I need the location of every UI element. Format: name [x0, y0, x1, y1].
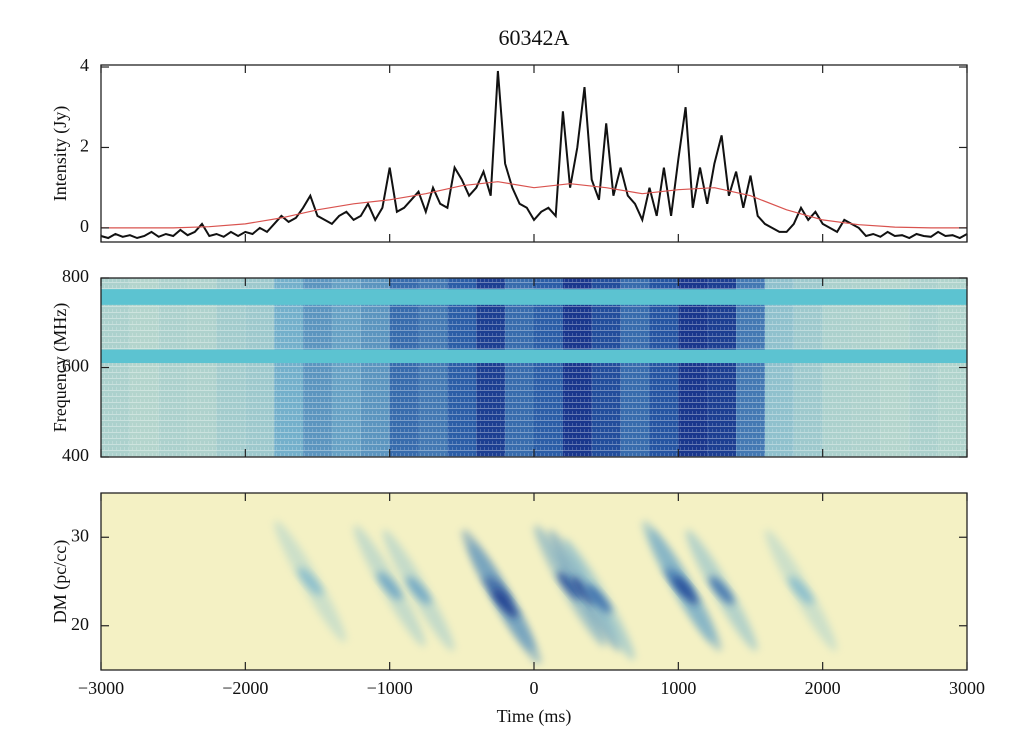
y-tick-label: 20 — [71, 614, 89, 634]
x-tick-label: −2000 — [222, 678, 268, 698]
blob — [788, 576, 814, 605]
blob — [298, 567, 323, 596]
masked-band — [101, 349, 967, 364]
blob — [406, 576, 431, 605]
blob — [709, 576, 734, 605]
blob — [492, 589, 518, 618]
y-tick-label: 0 — [80, 216, 89, 236]
y-axis-label: Intensity (Jy) — [50, 106, 71, 201]
blob — [673, 576, 698, 605]
x-tick-label: 1000 — [660, 678, 696, 698]
y-axis-label: Frequency (MHz) — [50, 303, 71, 432]
x-axis-label: Time (ms) — [497, 706, 572, 727]
series-line — [101, 181, 967, 229]
y-tick-label: 800 — [62, 266, 89, 286]
y-tick-label: 400 — [62, 445, 89, 465]
blob — [377, 571, 402, 601]
y-tick-label: 2 — [80, 136, 89, 156]
x-tick-label: −1000 — [367, 678, 413, 698]
x-tick-label: −3000 — [78, 678, 124, 698]
blob — [586, 585, 612, 614]
y-tick-label: 4 — [80, 55, 89, 75]
texture — [101, 278, 967, 457]
blobs — [274, 520, 837, 665]
x-tick-label: 3000 — [949, 678, 985, 698]
x-tick-label: 0 — [530, 678, 539, 698]
masked-band — [101, 289, 967, 305]
frame — [100, 64, 968, 243]
chart-title: 60342A — [499, 25, 570, 50]
series-line — [100, 70, 968, 240]
y-axis-label: DM (pc/cc) — [50, 540, 71, 623]
y-tick-label: 600 — [62, 356, 89, 376]
y-tick-label: 30 — [71, 525, 89, 545]
x-tick-label: 2000 — [805, 678, 841, 698]
